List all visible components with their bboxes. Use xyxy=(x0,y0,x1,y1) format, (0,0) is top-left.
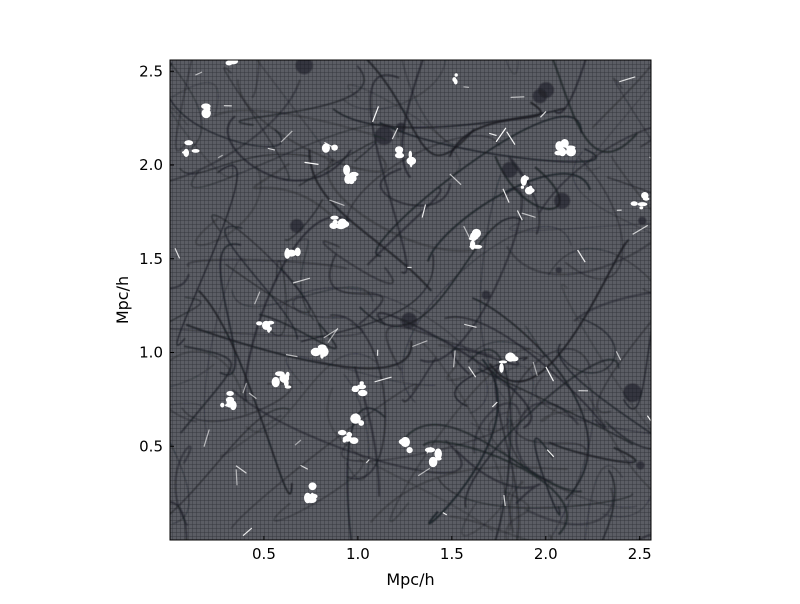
y-tick-label: 2.0 xyxy=(139,156,163,174)
bright-clump xyxy=(232,54,239,58)
bright-clump xyxy=(285,385,292,388)
dark-node xyxy=(538,82,554,98)
y-tick-label: 1.0 xyxy=(139,344,163,362)
bright-clump xyxy=(499,363,504,373)
bright-clump xyxy=(286,372,290,378)
bright-streak xyxy=(236,469,237,485)
bright-streak xyxy=(511,97,525,98)
bright-clump xyxy=(201,103,211,109)
x-tick-label: 1.5 xyxy=(440,545,464,563)
bright-clump xyxy=(352,387,359,392)
dark-node xyxy=(623,383,642,402)
bright-clump xyxy=(311,493,314,498)
dark-node xyxy=(401,313,417,329)
bright-clump xyxy=(184,140,193,145)
bright-clump xyxy=(287,250,297,257)
bright-clump xyxy=(325,145,329,150)
x-tick-label: 2.0 xyxy=(534,545,558,563)
bright-clump xyxy=(228,58,238,64)
bright-clump xyxy=(295,248,301,257)
bright-clump xyxy=(528,188,535,193)
bright-clump xyxy=(470,240,475,250)
filament xyxy=(41,158,189,289)
bright-clump xyxy=(202,109,211,119)
dark-node xyxy=(554,193,570,209)
bright-clump xyxy=(631,201,638,206)
bright-clump xyxy=(358,420,364,426)
bright-clump xyxy=(505,354,511,361)
bright-clump xyxy=(225,403,234,407)
dark-node xyxy=(375,126,394,145)
bright-clump xyxy=(455,73,458,77)
bright-clump xyxy=(192,149,200,153)
bright-clump xyxy=(401,437,410,447)
dark-node xyxy=(396,122,406,132)
bright-clump xyxy=(410,157,413,167)
bright-clump xyxy=(638,202,648,206)
bright-clump xyxy=(358,390,367,396)
bright-clump xyxy=(472,229,481,238)
bright-clump xyxy=(395,146,403,153)
bright-clump xyxy=(182,151,188,154)
bright-clump xyxy=(275,371,285,376)
y-tick-label: 1.5 xyxy=(139,250,163,268)
bright-clump xyxy=(272,377,280,387)
bright-clump xyxy=(407,447,413,453)
bright-clump xyxy=(309,482,317,490)
bright-clump xyxy=(346,432,352,437)
x-tick-label: 2.5 xyxy=(628,545,652,563)
bright-clump xyxy=(314,349,323,353)
bright-clump xyxy=(338,430,347,435)
dark-node xyxy=(556,267,562,273)
bright-clump xyxy=(560,151,567,155)
bright-clump xyxy=(566,147,576,157)
dark-node xyxy=(636,461,644,469)
bright-clump xyxy=(523,175,527,183)
bright-clump xyxy=(330,216,338,220)
bright-clump xyxy=(256,321,262,325)
bright-clump xyxy=(267,321,274,325)
x-tick-label: 1.0 xyxy=(346,545,370,563)
y-tick-label: 0.5 xyxy=(139,437,163,455)
y-axis: 0.5 1.0 1.5 2.0 2.5 xyxy=(139,62,174,455)
bright-clump xyxy=(641,192,648,199)
x-tick-label: 0.5 xyxy=(252,545,276,563)
y-axis-label: Mpc/h xyxy=(113,276,132,324)
x-axis-label: Mpc/h xyxy=(386,570,434,589)
bright-clump xyxy=(329,222,337,229)
y-tick-label: 2.5 xyxy=(139,62,163,80)
dark-node xyxy=(502,162,518,178)
bright-clump xyxy=(521,186,524,189)
bright-clump xyxy=(343,165,350,176)
bright-clump xyxy=(281,376,288,383)
bright-streak xyxy=(464,87,470,88)
dark-node xyxy=(482,291,491,300)
bright-clump xyxy=(561,139,569,148)
bright-clump xyxy=(435,457,442,461)
dark-node xyxy=(290,219,304,233)
bright-clump xyxy=(452,77,456,82)
bright-clump xyxy=(499,360,508,363)
bright-clump xyxy=(226,391,234,396)
plot-area xyxy=(41,0,800,600)
bright-clump xyxy=(347,174,355,180)
bright-clump xyxy=(220,403,224,408)
bright-clump xyxy=(639,206,643,209)
dark-node xyxy=(638,217,646,225)
